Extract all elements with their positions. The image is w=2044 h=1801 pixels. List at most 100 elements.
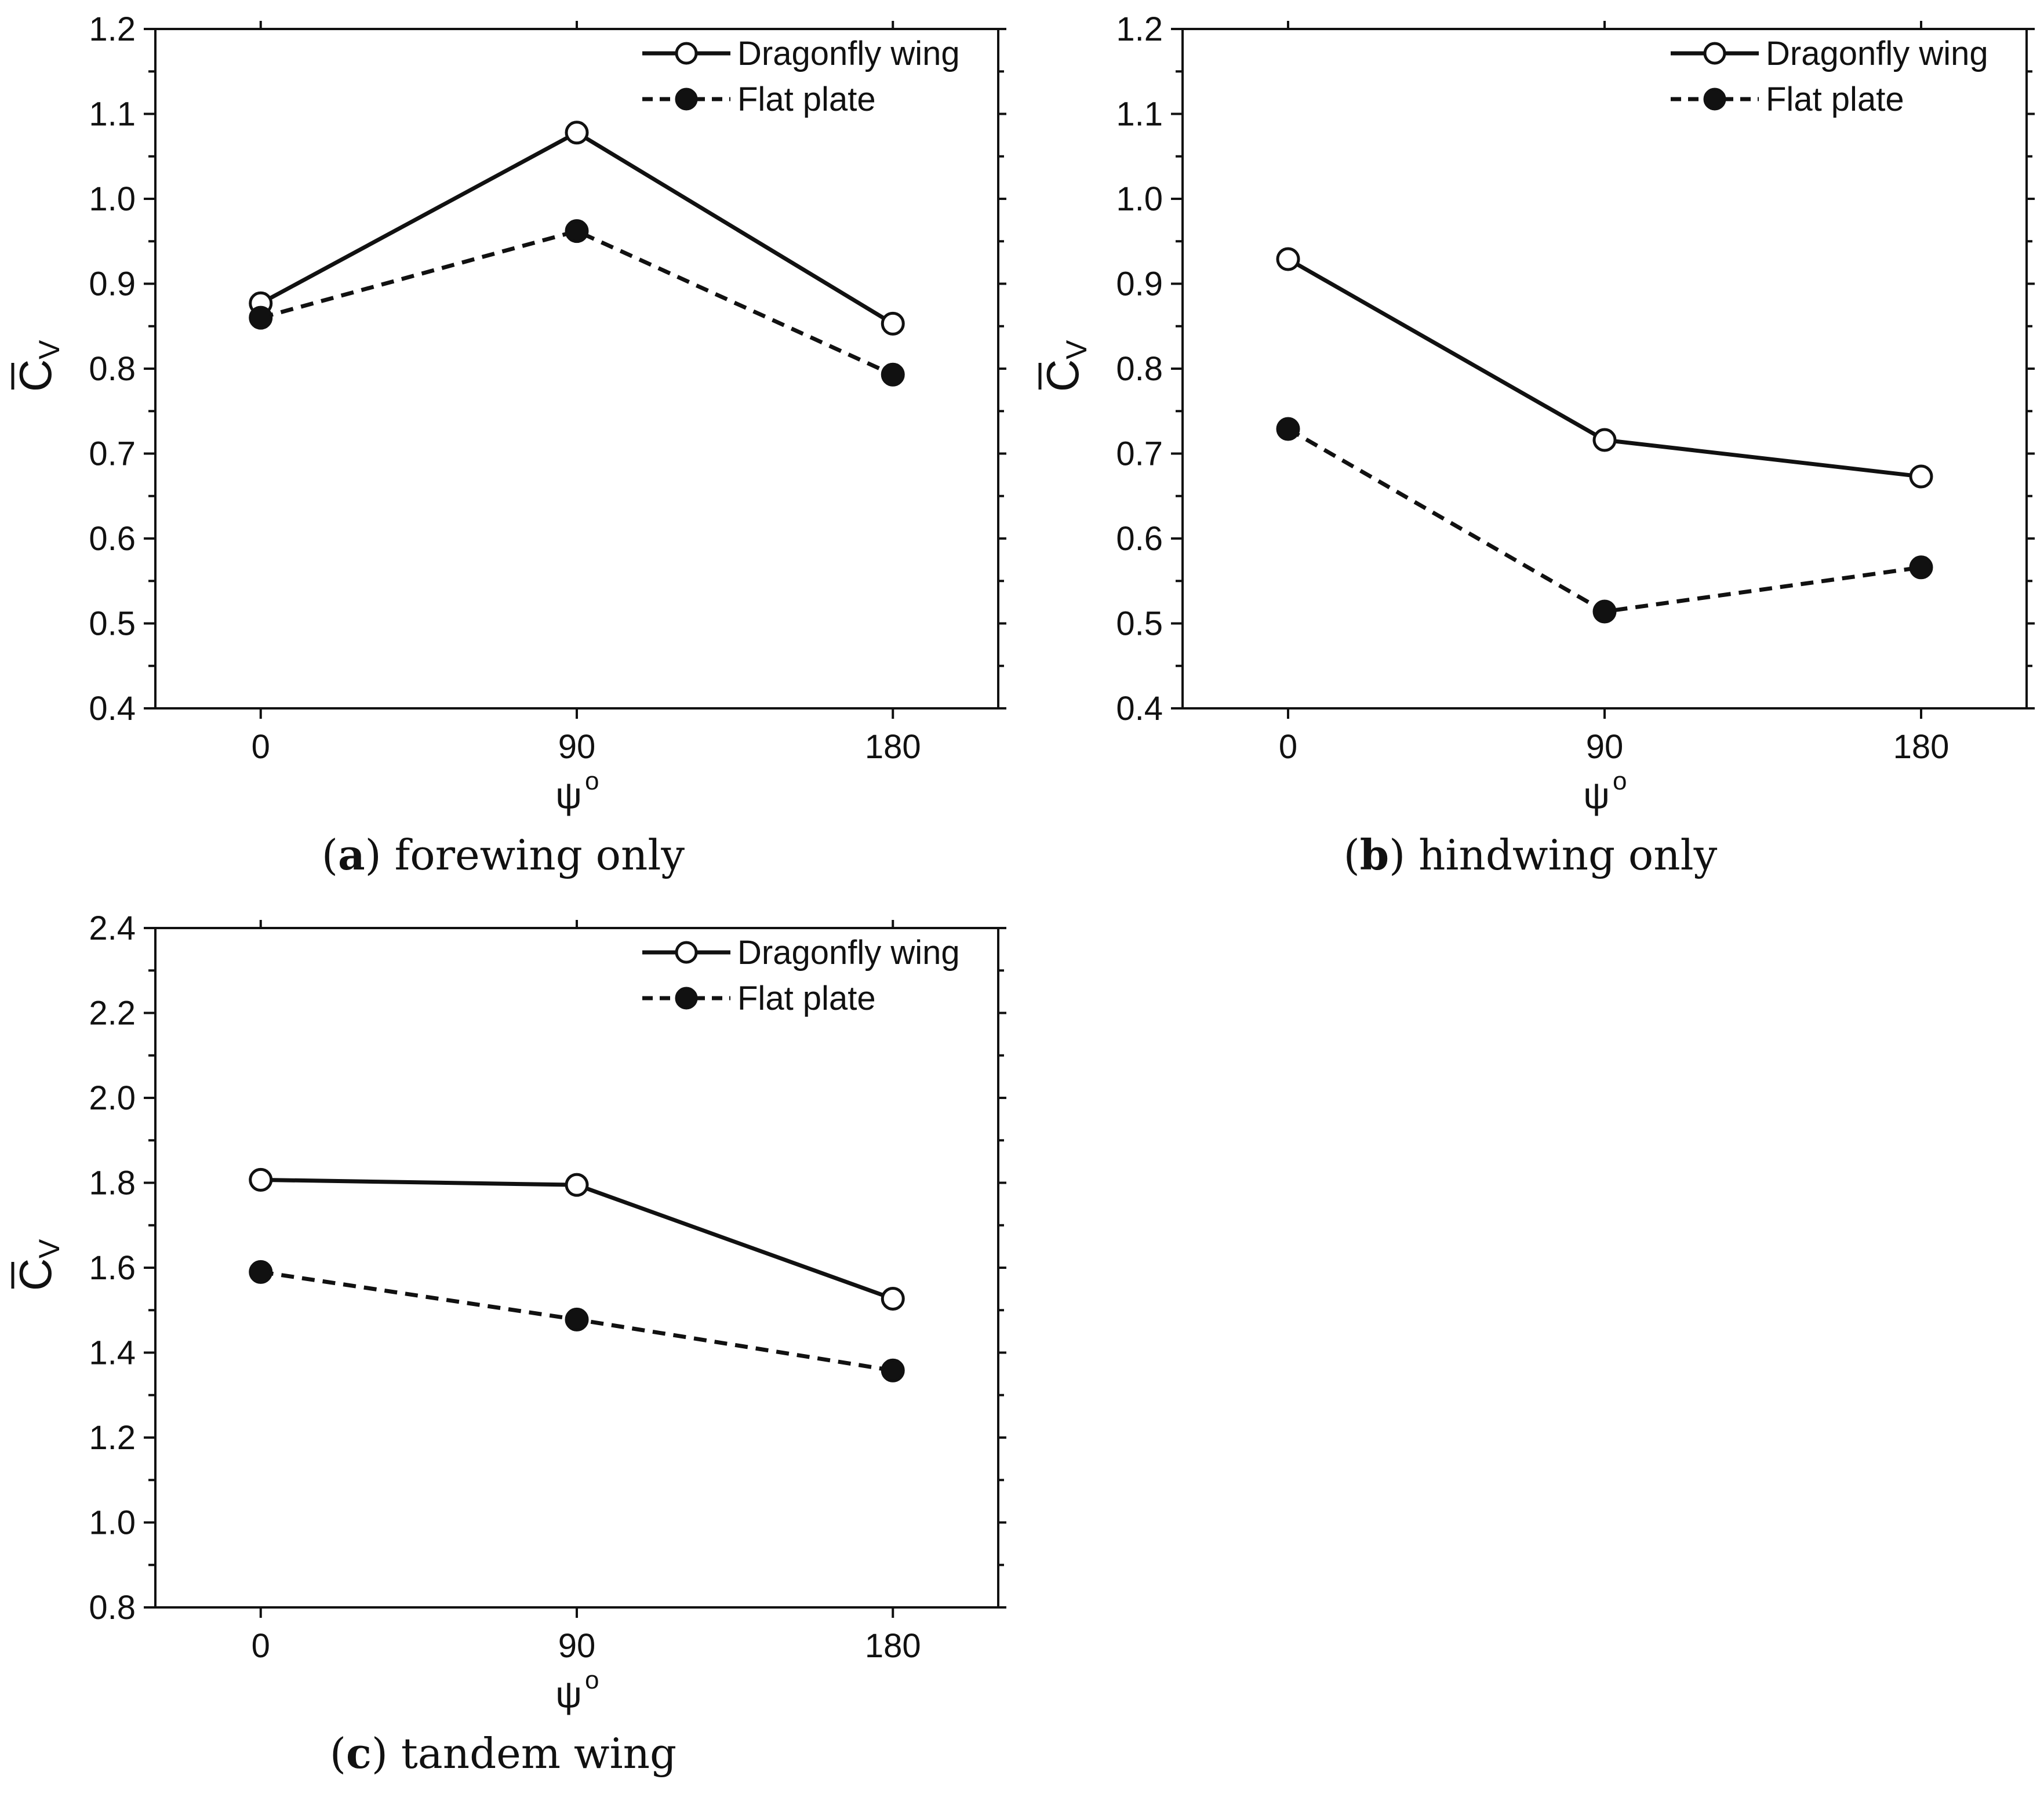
caption-open-paren: ( bbox=[330, 1729, 346, 1778]
legend-label: Flat plate bbox=[737, 980, 876, 1017]
data-point-filled bbox=[249, 1260, 273, 1284]
y-tick-label: 1.0 bbox=[89, 180, 136, 218]
x-axis-label-superscript: o bbox=[585, 1666, 599, 1694]
y-tick-label: 0.7 bbox=[1116, 435, 1163, 473]
legend-label: Dragonfly wing bbox=[737, 934, 960, 972]
legend-marker bbox=[675, 88, 698, 111]
legend-marker bbox=[675, 987, 698, 1010]
caption-open-paren: ( bbox=[322, 831, 338, 879]
x-tick-label: 90 bbox=[558, 728, 596, 766]
y-axis-label-subscript: V bbox=[33, 1239, 66, 1258]
y-axis-label-subscript: V bbox=[1060, 340, 1093, 359]
y-axis-label-main: C bbox=[10, 1258, 61, 1291]
data-point-open bbox=[881, 311, 905, 336]
y-axis-label-subscript: V bbox=[33, 340, 66, 359]
y-tick-label: 1.1 bbox=[1116, 96, 1163, 133]
y-tick-label: 0.4 bbox=[89, 690, 136, 727]
y-tick-label: 2.2 bbox=[89, 995, 136, 1032]
y-tick-label: 0.6 bbox=[1116, 520, 1163, 558]
data-point-filled bbox=[249, 305, 273, 330]
y-tick-label: 0.6 bbox=[89, 520, 136, 558]
legend-marker bbox=[675, 941, 698, 964]
y-tick-label: 0.9 bbox=[89, 265, 136, 303]
legend-label: Flat plate bbox=[737, 81, 876, 118]
y-tick-label: 1.4 bbox=[89, 1334, 136, 1372]
chart-panel-c: 0.8 1.0 1.2 1.4 1.6 1.8 2.0 2.2 2.4 0 90 180 ψ o CV Dra… bbox=[10, 909, 1006, 1778]
y-tick-label: 1.1 bbox=[89, 96, 136, 133]
x-tick-label: 90 bbox=[558, 1627, 596, 1665]
y-tick-label: 0.5 bbox=[89, 605, 136, 643]
caption-text: forewing only bbox=[395, 831, 685, 879]
caption-letter: c bbox=[346, 1729, 372, 1778]
y-tick-label: 0.8 bbox=[89, 350, 136, 388]
legend-label: Flat plate bbox=[1766, 81, 1904, 118]
legend-label: Dragonfly wing bbox=[1766, 35, 1988, 72]
y-tick-label: 0.5 bbox=[1116, 605, 1163, 643]
panel-caption: (b) hindwing only bbox=[1344, 830, 1718, 879]
y-tick-label: 1.6 bbox=[89, 1249, 136, 1287]
data-point-open bbox=[881, 1286, 905, 1311]
legend: Dragonfly wing Flat plate bbox=[642, 35, 960, 118]
data-point-filled bbox=[1592, 599, 1617, 624]
y-axis-label: CV bbox=[10, 340, 66, 392]
data-point-filled bbox=[565, 1307, 589, 1331]
chart-panel-a: 0.4 0.5 0.6 0.7 0.8 0.9 1.0 1.1 1.2 0 90 180 ψ o CV Dra… bbox=[10, 10, 1006, 879]
y-axis-label: CV bbox=[1037, 340, 1093, 392]
legend-marker bbox=[675, 42, 698, 65]
y-axis-label: CV bbox=[10, 1239, 66, 1291]
y-tick-label: 0.4 bbox=[1116, 690, 1163, 727]
y-tick-label: 1.2 bbox=[1116, 10, 1163, 48]
y-axis-label-main: C bbox=[10, 359, 61, 392]
data-point-filled bbox=[881, 362, 905, 387]
data-point-filled bbox=[1276, 417, 1300, 441]
caption-close-paren: ) bbox=[365, 831, 395, 879]
legend: Dragonfly wing Flat plate bbox=[1671, 35, 1988, 118]
data-point-filled bbox=[881, 1358, 905, 1382]
x-axis-label: ψ bbox=[1583, 774, 1610, 816]
panel-caption: (c) tandem wing bbox=[330, 1729, 677, 1778]
x-axis-label-superscript: o bbox=[585, 767, 599, 795]
caption-text: hindwing only bbox=[1419, 831, 1718, 879]
data-point-open bbox=[565, 1173, 589, 1197]
series-line-1 bbox=[260, 1177, 894, 1301]
y-tick-label: 0.7 bbox=[89, 435, 136, 473]
y-tick-label: 1.2 bbox=[89, 1419, 136, 1457]
caption-close-paren: ) bbox=[1389, 831, 1419, 879]
chart-panel-b: 0.4 0.5 0.6 0.7 0.8 0.9 1.0 1.1 1.2 0 90 180 ψ o CV Dra… bbox=[1037, 10, 2035, 879]
plot-frame bbox=[154, 927, 999, 1609]
x-tick-label: 90 bbox=[1586, 728, 1624, 766]
x-axis-label: ψ bbox=[555, 774, 582, 816]
y-tick-label: 2.0 bbox=[89, 1079, 136, 1117]
legend: Dragonfly wing Flat plate bbox=[642, 934, 960, 1017]
y-tick-label: 0.8 bbox=[1116, 350, 1163, 388]
legend-marker bbox=[1703, 88, 1726, 111]
x-tick-label: 0 bbox=[252, 728, 270, 766]
data-point-open bbox=[1592, 428, 1617, 452]
x-tick-label: 0 bbox=[252, 1627, 270, 1665]
data-point-open bbox=[1276, 247, 1300, 271]
legend-marker bbox=[1703, 42, 1726, 65]
data-point-open bbox=[1909, 464, 1933, 489]
y-tick-label: 1.8 bbox=[89, 1165, 136, 1202]
caption-text: tandem wing bbox=[401, 1729, 677, 1778]
panel-caption: (a) forewing only bbox=[322, 830, 685, 879]
series-line-2 bbox=[260, 228, 894, 377]
data-point-open bbox=[249, 1167, 273, 1192]
caption-letter: a bbox=[338, 830, 365, 879]
x-tick-label: 180 bbox=[865, 728, 921, 766]
y-tick-label: 1.0 bbox=[89, 1504, 136, 1542]
y-axis-label-main: C bbox=[1037, 359, 1088, 392]
x-axis-label-superscript: o bbox=[1613, 767, 1627, 795]
y-tick-label: 1.2 bbox=[89, 10, 136, 48]
caption-open-paren: ( bbox=[1344, 831, 1360, 879]
y-tick-label: 0.9 bbox=[1116, 265, 1163, 303]
x-tick-label: 180 bbox=[865, 1627, 921, 1665]
series-line-2 bbox=[1287, 427, 1922, 614]
caption-letter: b bbox=[1360, 830, 1389, 879]
x-tick-label: 0 bbox=[1279, 728, 1297, 766]
y-tick-label: 1.0 bbox=[1116, 180, 1163, 218]
legend-label: Dragonfly wing bbox=[737, 35, 960, 72]
data-point-filled bbox=[565, 219, 589, 243]
data-point-filled bbox=[1909, 555, 1933, 580]
